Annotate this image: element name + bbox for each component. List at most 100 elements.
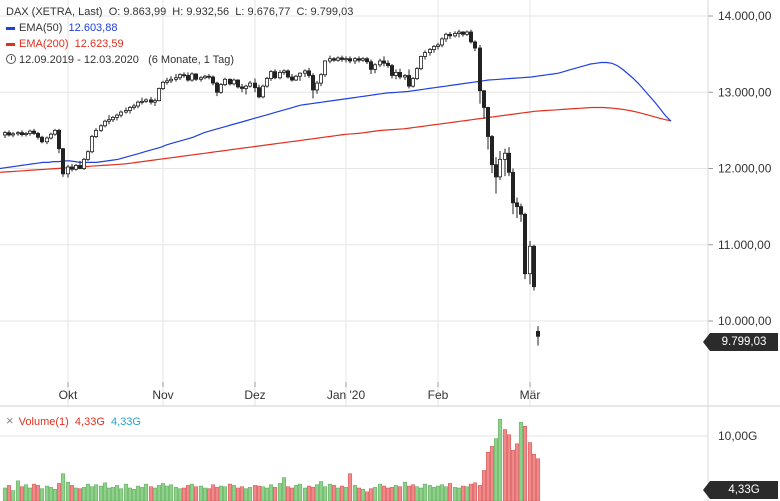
volume-bar <box>31 483 37 501</box>
candle <box>82 157 87 171</box>
volume-bar <box>493 438 499 501</box>
volume-bar <box>256 485 262 501</box>
candle <box>356 56 361 63</box>
candle-body-up <box>135 101 140 107</box>
candle-body-up <box>422 52 427 57</box>
candle <box>235 79 240 89</box>
candle-body-up <box>322 60 327 76</box>
volume-bar <box>352 485 358 501</box>
candle <box>152 98 157 106</box>
volume-bar <box>152 487 158 501</box>
candle-body-down <box>389 65 394 76</box>
candle <box>381 56 386 67</box>
volume-bar <box>252 485 258 501</box>
volume-bar <box>381 485 387 501</box>
legend-ema50-row[interactable]: EMA(50) 12.603,88 <box>6 20 353 36</box>
candle <box>485 106 490 150</box>
candle-body-down <box>32 130 37 134</box>
candle <box>231 78 236 86</box>
candle-body-down <box>510 171 515 204</box>
candle-body-up <box>293 75 298 81</box>
legend-ema50-value: 12.603,88 <box>68 22 118 34</box>
ema50-line <box>0 61 672 170</box>
candle-body-up <box>418 56 423 70</box>
ema200-swatch-icon <box>6 42 15 46</box>
candle-body-down <box>347 58 352 62</box>
legend-ohlc: O: 9.863,99 H: 9.932,56 L: 9.676,77 C: 9… <box>108 6 354 18</box>
candle-body-up <box>439 38 444 46</box>
candle-body-up <box>177 74 182 79</box>
candle <box>528 240 533 285</box>
candle-body-down <box>485 107 490 137</box>
candle-body-up <box>277 72 282 79</box>
candle <box>331 57 336 62</box>
candle <box>227 78 232 86</box>
candle-body-down <box>339 57 344 60</box>
ema200-line <box>0 106 672 173</box>
candle-body-down <box>493 164 498 178</box>
candle <box>418 55 423 71</box>
volume-bar <box>168 484 174 501</box>
candle <box>402 73 407 81</box>
volume-bar <box>460 485 466 501</box>
candle <box>247 80 252 88</box>
volume-bar <box>222 486 228 501</box>
volume-bar <box>106 487 112 501</box>
candle-body-down <box>489 136 494 166</box>
candle <box>318 73 323 87</box>
candle-body-up <box>143 99 148 102</box>
candle <box>210 75 215 86</box>
candle-body-up <box>243 85 248 89</box>
candle-body-up <box>107 119 112 122</box>
candle-body-down <box>515 202 520 208</box>
candle <box>493 157 498 194</box>
volume-bar <box>393 485 399 501</box>
candle-body-down <box>285 70 290 78</box>
volume-legend-value-blue: 4,33G <box>111 416 141 428</box>
volume-bar <box>297 483 303 501</box>
candle-body-up <box>202 75 207 79</box>
volume-bar <box>206 488 212 501</box>
candle <box>23 131 28 137</box>
ema50-swatch-icon <box>6 26 15 30</box>
volume-bar <box>335 487 341 501</box>
candle <box>536 326 541 346</box>
candle-body-up <box>66 166 71 175</box>
candle-body-down <box>148 99 153 103</box>
close-icon[interactable]: × <box>6 413 14 428</box>
volume-legend[interactable]: × Volume(1) 4,33G 4,33G <box>6 413 141 428</box>
candle-body-down <box>78 165 83 169</box>
candle-body-up <box>297 72 302 77</box>
candle <box>148 96 153 105</box>
volume-bar <box>48 487 54 501</box>
candle <box>57 128 62 154</box>
volume-bar <box>93 484 99 501</box>
candle <box>523 212 528 280</box>
legend-ema200-row[interactable]: EMA(200) 12.623,59 <box>6 36 353 52</box>
volume-bar <box>281 477 287 501</box>
volume-bar <box>10 490 16 501</box>
volume-bar <box>135 485 141 501</box>
candle <box>439 37 444 48</box>
candle-body-up <box>222 78 227 86</box>
candle-body-down <box>235 79 240 88</box>
volume-bar <box>202 487 208 501</box>
candle <box>127 105 132 114</box>
candle <box>481 89 486 119</box>
candle-body-up <box>497 158 502 178</box>
candle <box>310 73 315 99</box>
candle-body-up <box>410 78 415 87</box>
clock-icon <box>6 54 16 64</box>
candle-body-up <box>302 70 307 74</box>
legend-instrument-row: DAX (XETRA, Last) O: 9.863,99 H: 9.932,5… <box>6 4 353 20</box>
candle <box>202 74 207 80</box>
volume-legend-label: Volume(1) <box>18 416 69 428</box>
candle <box>78 160 83 170</box>
time-tick-label: Dez <box>244 388 265 402</box>
volume-bar <box>435 485 441 501</box>
volume-bar <box>489 446 495 501</box>
volume-bar <box>177 488 183 501</box>
volume-bar <box>506 434 512 501</box>
volume-bar <box>81 487 87 501</box>
